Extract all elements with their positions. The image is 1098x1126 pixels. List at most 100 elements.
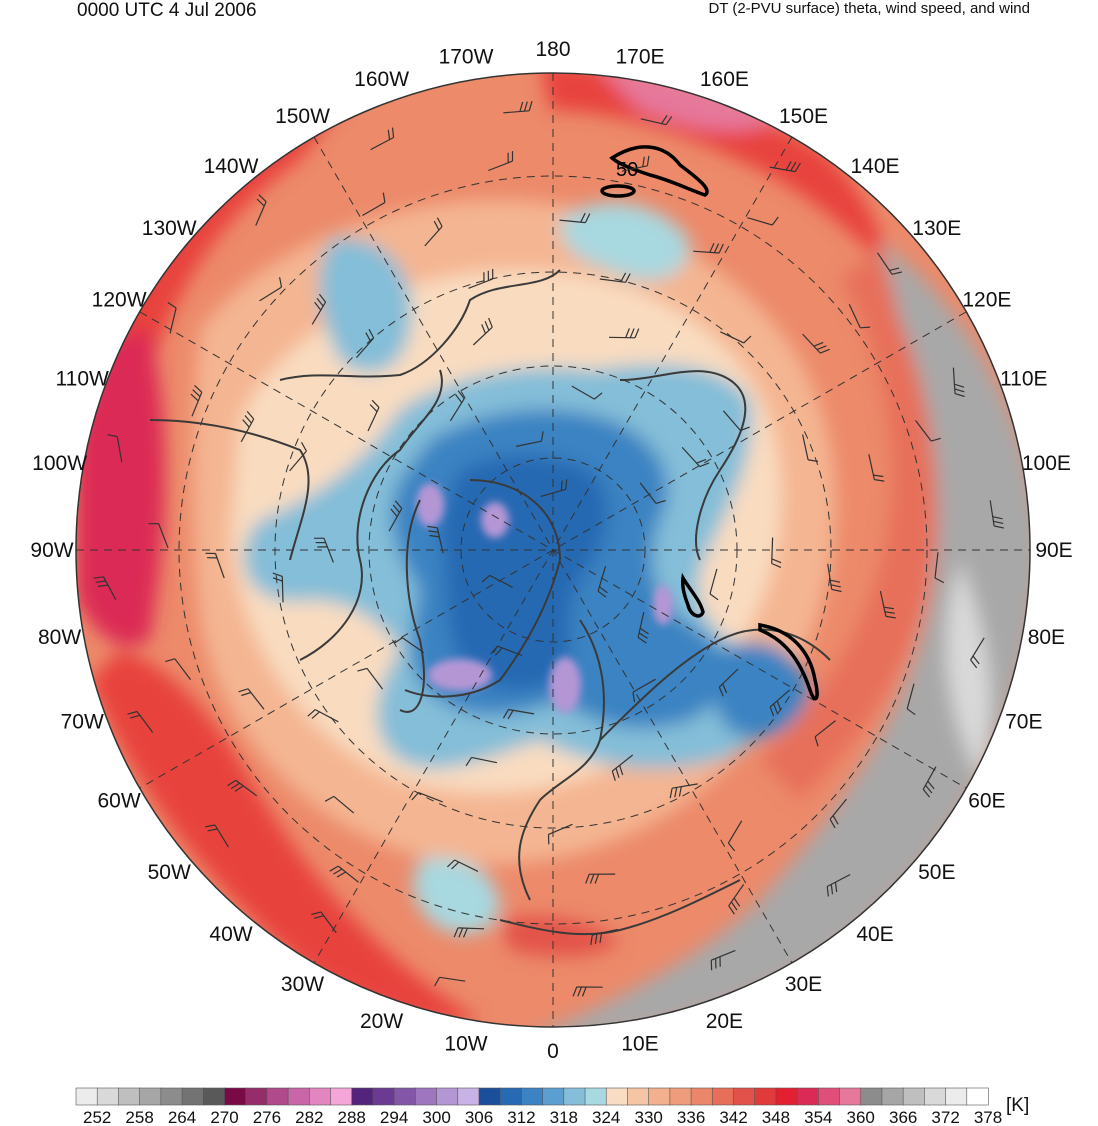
coast-greenland-east (404, 479, 561, 698)
wind-barb (190, 384, 203, 417)
meridian-lines (76, 73, 1030, 1027)
longitude-label: 100W (32, 452, 87, 475)
colorbar-tick-label: 324 (592, 1108, 620, 1126)
wind-barb (611, 754, 634, 781)
wind-barb (167, 301, 177, 334)
longitude-label: 60E (968, 790, 1005, 813)
wind-barb (356, 328, 375, 358)
wind-barb (709, 568, 719, 601)
colorbar-swatch (96, 1087, 120, 1106)
wind-barb (503, 101, 533, 114)
colorbar-tick-label: 258 (125, 1108, 153, 1126)
colorbar-tick-label: 264 (168, 1108, 196, 1126)
wind-barb (289, 442, 307, 472)
wind-barb (547, 823, 573, 845)
wind-barb (827, 563, 842, 593)
wind-barb (590, 928, 618, 945)
wind-barb (411, 792, 443, 803)
wind-barb (970, 637, 985, 669)
colorbar-swatch (75, 1087, 98, 1106)
colorbar-swatch (118, 1087, 141, 1106)
wind-barb (952, 367, 965, 398)
colorbar-swatch (881, 1087, 904, 1106)
colorbar-swatch (924, 1087, 947, 1106)
wind-speed-contours (600, 145, 819, 701)
colorbar-swatch (754, 1087, 777, 1106)
wind-barb (227, 779, 258, 797)
wind-barb (879, 590, 896, 619)
wind-contour-urals (758, 622, 819, 701)
colorbar-swatch (945, 1087, 968, 1106)
wind-barb (93, 576, 117, 600)
wind-barb (710, 949, 736, 971)
longitude-label: 70E (1005, 710, 1042, 733)
longitude-label: 0 (547, 1040, 559, 1063)
wind-barb (367, 399, 380, 432)
theta-field: 50 (76, 73, 1030, 1027)
wind-barb (107, 434, 123, 463)
colorbar-swatch (818, 1087, 841, 1106)
colorbar-tick-label: 378 (974, 1108, 1002, 1126)
colorbar-tick-label: 282 (295, 1108, 323, 1126)
wind-barb (585, 873, 616, 884)
wind-barb (718, 668, 739, 697)
colorbar-swatch (605, 1087, 629, 1106)
colorbar-tick-label: 354 (804, 1108, 832, 1126)
colorbar-swatch (775, 1087, 798, 1106)
wind-barb (490, 645, 523, 657)
colorbar-tick-label: 252 (83, 1108, 111, 1126)
wind-barb (597, 566, 608, 598)
wind-barb (829, 798, 847, 829)
colorbar-swatch (245, 1087, 268, 1106)
colorbar-tick-label: 342 (719, 1108, 747, 1126)
colorbar-tick-label: 366 (889, 1108, 917, 1126)
colorbar-swatch (436, 1087, 459, 1106)
wind-barb (669, 783, 698, 799)
theta-red-band-southwest (90, 650, 480, 1024)
longitude-label: 150W (275, 105, 330, 128)
colorbar-swatch (796, 1087, 820, 1106)
theta-purple-norway-sea (549, 657, 581, 713)
colorbar-swatch (351, 1087, 374, 1106)
colorbar-tick-label: 294 (380, 1108, 408, 1126)
coast-siberia-east (619, 370, 747, 561)
wind-barb (572, 986, 603, 997)
wind-contour-pacific (609, 145, 709, 197)
longitude-label: 50W (148, 861, 191, 884)
coast-alaska-north (279, 269, 561, 381)
colorbar-swatch (839, 1087, 862, 1106)
colorbar-swatch (690, 1087, 713, 1106)
theta-purple-kara (653, 585, 673, 625)
wind-barb (313, 537, 334, 563)
wind-barb (424, 217, 443, 247)
wind-barb (311, 911, 337, 934)
wind-barb (148, 523, 169, 549)
colorbar-tick-label: 288 (338, 1108, 366, 1126)
wind-barb (747, 216, 779, 226)
wind-barb (814, 720, 836, 747)
longitude-label: 120E (962, 289, 1011, 312)
wind-barb (453, 927, 485, 938)
wind-barb (240, 411, 255, 443)
wind-barb (540, 479, 568, 497)
wind-barb (272, 572, 284, 603)
longitude-label: 180 (535, 38, 570, 61)
wind-barb (640, 114, 673, 126)
colorbar-tick-label: 360 (847, 1108, 875, 1126)
wind-barb (259, 277, 283, 302)
wind-barb (802, 333, 830, 354)
coastlines (149, 269, 831, 936)
wind-barb (427, 525, 444, 554)
longitude-labels: 180 170E 160E 150E 140E 130E 120E 110E 100E 90E 80… (30, 38, 1072, 1063)
colorbar-swatch (860, 1087, 883, 1106)
colorbar-swatch (415, 1087, 438, 1106)
longitude-label: 80E (1028, 626, 1065, 649)
longitude-label: 70W (61, 710, 104, 733)
colorbar-swatch (542, 1087, 565, 1106)
wind-barb (728, 884, 745, 915)
wind-barb (362, 192, 386, 217)
longitude-label: 10E (621, 1032, 658, 1055)
longitude-label: 20W (360, 1010, 403, 1033)
wind-barb (727, 820, 743, 852)
wind-barb (720, 331, 752, 344)
